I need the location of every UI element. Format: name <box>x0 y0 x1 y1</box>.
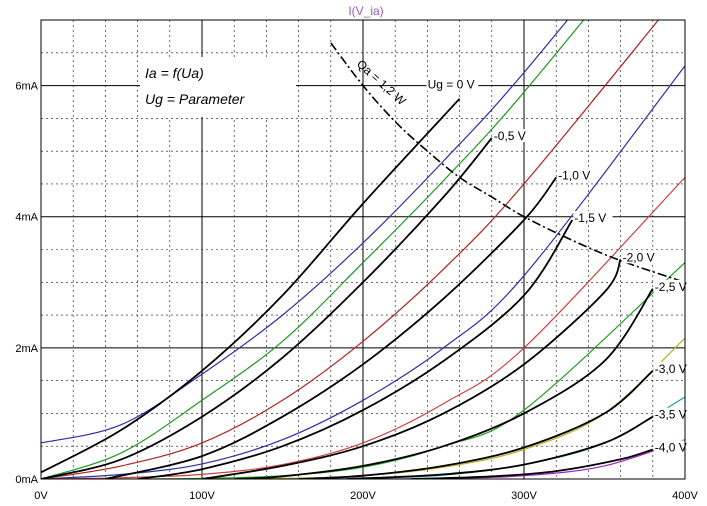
datasheet-curve <box>137 219 574 479</box>
curve-label-bg <box>653 279 693 293</box>
y-axis-ticks: 0mA 2mA 4mA 6mA <box>15 81 38 486</box>
x-axis-ticks: 0V 100V 200V 300V 400V <box>34 490 698 502</box>
datasheet-curve <box>41 137 493 479</box>
datasheet-curve <box>346 415 654 479</box>
curve-label: -3,5 V <box>655 408 687 422</box>
curve-label-bg <box>621 250 661 264</box>
curve-label-bg <box>492 129 532 143</box>
y-tick-label: 6mA <box>15 81 38 93</box>
curve-labels: Ug = 0 V -0,5 V -1,0 V -1,5 V -2,0 V -2,5 V -3… <box>426 77 693 454</box>
curve-label: -1,0 V <box>558 168 590 182</box>
x-tick-label: 400V <box>672 490 698 502</box>
curve-label: -0,5 V <box>494 129 526 143</box>
y-tick-label: 4mA <box>15 212 38 224</box>
power-limit-label: Qa = 1,2 W <box>354 57 409 109</box>
y-tick-label: 2mA <box>15 343 38 355</box>
simulated-curve <box>41 20 585 479</box>
curve-label: -4,0 V <box>655 440 687 454</box>
datasheet-curve <box>411 448 654 479</box>
curve-label-bg <box>653 361 693 375</box>
chart-title: I(V_ia) <box>348 4 383 18</box>
y-tick-label: 0mA <box>15 474 38 486</box>
curve-label: -1,5 V <box>574 211 606 225</box>
simulated-curve <box>41 176 685 479</box>
datasheet-curve <box>105 176 557 479</box>
x-tick-label: 200V <box>350 490 376 502</box>
formula-box <box>140 57 296 117</box>
power-limit-curve <box>330 42 686 284</box>
curve-label-bg <box>653 440 693 454</box>
datasheet-curve <box>234 288 654 479</box>
curve-label: -2,0 V <box>623 250 655 264</box>
x-tick-label: 0V <box>34 490 48 502</box>
x-tick-label: 300V <box>511 490 537 502</box>
datasheet-curve <box>201 258 622 479</box>
simulated-curve <box>282 396 685 479</box>
curve-label: -3,0 V <box>655 362 687 376</box>
curve-label-bg <box>573 210 613 224</box>
curve-label: -2,5 V <box>655 280 687 294</box>
simulated-curve <box>41 20 660 479</box>
formula-ia: Ia = f(Ua) <box>145 65 204 81</box>
simulated-curve <box>41 65 685 479</box>
curve-label-bg <box>557 168 597 182</box>
reference-curves <box>41 98 654 479</box>
datasheet-curve <box>41 98 461 474</box>
simulated-curve <box>41 20 569 444</box>
datasheet-curve <box>298 370 654 479</box>
plot-frame <box>40 19 686 480</box>
x-tick-label: 100V <box>189 490 215 502</box>
curve-label-bg <box>653 407 693 421</box>
formula-ug: Ug = Parameter <box>145 91 246 107</box>
curve-label-bg <box>426 77 479 91</box>
curve-label: Ug = 0 V <box>428 78 475 92</box>
max-dissipation-curve <box>330 42 686 284</box>
